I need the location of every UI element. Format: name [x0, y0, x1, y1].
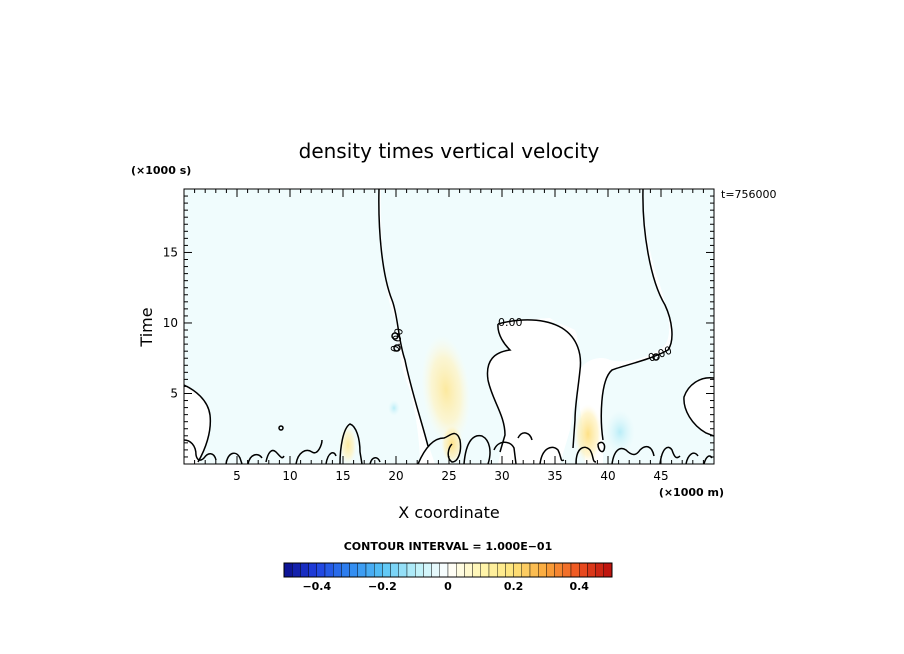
x-tick-label: 5	[233, 469, 241, 483]
colorbar-tick-label: −0.2	[368, 580, 397, 593]
colorbar-bin	[423, 562, 432, 578]
colorbar-bin	[308, 562, 318, 578]
colorbar-bin	[464, 562, 473, 578]
colorbar-tick-label: 0	[444, 580, 452, 593]
feature-blue-right	[605, 410, 635, 454]
colorbar-bin	[316, 562, 326, 578]
colorbar-bin	[292, 562, 301, 578]
axis-ticks	[184, 189, 714, 464]
colorbar-bin	[406, 562, 416, 578]
x-tick-label: 20	[388, 469, 403, 483]
x-tick-label: 40	[600, 469, 615, 483]
contour-left-column	[378, 189, 429, 447]
colorbar-tick-label: −0.4	[302, 580, 331, 593]
colorbar-bin	[341, 562, 350, 578]
colorbar-bin	[365, 562, 375, 578]
colorbar-bin	[333, 562, 342, 578]
colorbar-bin	[546, 562, 555, 578]
colorbar-bin	[587, 562, 596, 578]
colorbar-tick-label: 0.2	[504, 580, 524, 593]
colorbar-bin	[488, 562, 498, 578]
contour-interval-label: CONTOUR INTERVAL = 1.000E−01	[344, 540, 553, 553]
colorbar-bin	[570, 562, 580, 578]
colorbar-bin	[562, 562, 572, 578]
x-axis-label: X coordinate	[398, 503, 499, 522]
colorbar-bin	[431, 562, 441, 578]
x-tick-label: 35	[547, 469, 562, 483]
contour-label-1: 0.00	[388, 327, 406, 354]
zero-region-4	[184, 385, 211, 464]
y-tick-label: 10	[163, 316, 178, 330]
contour-small-loops	[278, 332, 660, 431]
colorbar-bin	[472, 562, 482, 578]
contour-left-bulge	[184, 384, 212, 463]
zero-region-1	[378, 189, 580, 464]
x-tick-label: 45	[653, 469, 668, 483]
colorbar-bin	[505, 562, 514, 578]
colorbar-bin	[521, 562, 531, 578]
feature-yellow-right	[574, 404, 602, 464]
colorbar-bin	[603, 562, 613, 578]
y-axis-label: Time	[137, 307, 156, 347]
colorbar-frame	[283, 562, 613, 578]
contour-middle-column	[486, 323, 512, 453]
colorbar-tick-label: 0.4	[569, 580, 589, 593]
x-tick-label: 30	[494, 469, 509, 483]
colorbar-bin	[415, 562, 424, 578]
colorbar-bin	[398, 562, 408, 578]
colorbar-bin	[538, 562, 547, 578]
colorbar	[283, 562, 613, 578]
y-tick-label: 5	[170, 386, 178, 400]
colorbar-bin	[497, 562, 506, 578]
colorbar-bin	[595, 562, 604, 578]
time-stamp: t=756000	[721, 188, 777, 201]
colorbar-bin	[374, 562, 383, 578]
colorbar-bin	[382, 562, 391, 578]
colorbar-bin	[439, 562, 449, 578]
colorbar-bin	[324, 562, 334, 578]
colorbar-bin	[283, 562, 293, 578]
x-tick-label: 15	[335, 469, 350, 483]
contour-label-2: 0.00	[498, 316, 523, 329]
x-unit-label: (×1000 m)	[659, 486, 724, 499]
colorbar-bin	[554, 562, 563, 578]
y-unit-label: (×1000 s)	[131, 164, 191, 177]
colorbar-bin	[579, 562, 588, 578]
colorbar-bin	[390, 562, 400, 578]
zero-region-2	[520, 189, 672, 464]
colorbar-bin	[513, 562, 522, 578]
axis-tick-labels: 5 10 15 20 25 30 35 40 45 5 10 15	[163, 245, 669, 483]
colorbar-bin	[456, 562, 465, 578]
x-tick-label: 10	[282, 469, 297, 483]
colorbar-bin	[300, 562, 309, 578]
colorbar-bin	[447, 562, 457, 578]
zero-contours	[184, 189, 714, 464]
contour-middle-cap	[497, 319, 582, 449]
colorbar-bin	[357, 562, 367, 578]
chart-title: density times vertical velocity	[299, 139, 600, 163]
feature-yellow-column	[421, 335, 471, 445]
contour-bottom-wiggles	[184, 423, 713, 464]
colorbar-bin	[529, 562, 539, 578]
x-tick-label: 25	[441, 469, 456, 483]
colorbar-tick-labels: −0.4 −0.2 0 0.2 0.4	[302, 580, 589, 593]
y-tick-label: 15	[163, 245, 178, 259]
colorbar-bin	[480, 562, 490, 578]
contour-right-column	[600, 189, 673, 441]
plot-area: 0.00 0.00 0.00	[184, 189, 714, 464]
zero-region-3	[683, 377, 714, 436]
colorbar-bin	[349, 562, 359, 578]
feature-blue-small	[388, 400, 400, 416]
contour-right-bulge	[683, 377, 714, 437]
